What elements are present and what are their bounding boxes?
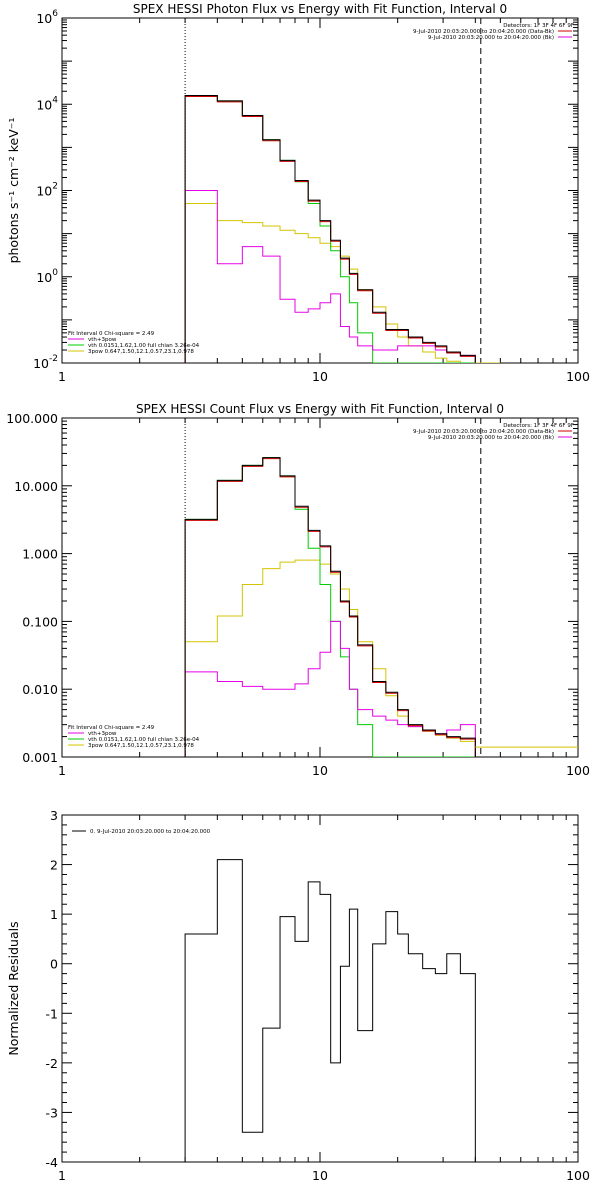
y-tick-label: 0.001: [22, 750, 58, 765]
y-tick-label: -4: [46, 1155, 59, 1170]
y-tick-exponent: 6: [52, 9, 58, 19]
legend-top-entry: Detectors: 1F 3F 4F 6F 9F: [503, 23, 574, 29]
y-tick-label: 10.000: [14, 479, 58, 494]
legend-bottom-entry: vth 0.0151,1.62,1.00 full chian 3.26e-04: [88, 737, 200, 743]
y-tick-label: -2: [46, 1056, 58, 1071]
legend-top-entry: Detectors: 1F 3F 4F 6F 9F: [503, 423, 574, 429]
legend-top-entry: 9-Jul-2010 20:03:20.000 to 20:04:20.000 …: [413, 29, 554, 35]
y-tick-base: 10: [36, 11, 52, 26]
legend-bottom-entry: vth+3pow: [88, 337, 117, 343]
series-background-line: [184, 190, 476, 363]
y-tick-label: 0.100: [22, 614, 58, 629]
y-tick-base: 10: [36, 270, 52, 285]
y-tick-label: 0.010: [22, 682, 58, 697]
y-tick-exponent: 2: [52, 182, 58, 192]
series-total-line: [184, 457, 476, 757]
y-axis-label: photons s⁻¹ cm⁻² keV⁻¹: [6, 118, 21, 264]
legend-bottom-entry: vth+3pow: [88, 731, 117, 737]
y-tick-label: 2: [50, 858, 58, 873]
plot-frame: [61, 417, 579, 758]
chart-title: SPEX HESSI Photon Flux vs Energy with Fi…: [133, 2, 507, 16]
legend-top-entry: 9-Jul-2010 20:03:20.000 to 20:04:20.000 …: [413, 429, 554, 435]
y-tick-base: 10: [33, 356, 49, 371]
y-tick-label: 100.000: [6, 411, 58, 426]
series-total-line: [184, 94, 476, 363]
y-tick-label: 1.000: [22, 547, 58, 562]
legend-bottom-entry: 3pow 0.647,1.50,12.1,0.57,23.1,0.978: [88, 743, 194, 749]
count-flux-panel: 1 10 100 0.001 0.010 0.100 1.000 10.000 100.000 S…: [6, 402, 590, 778]
plot-frame: [61, 814, 579, 1163]
x-tick-label: 1: [58, 763, 66, 778]
series-powerlaw-line: [184, 202, 476, 363]
x-tick-label: 100: [566, 1168, 590, 1183]
y-tick-label: -1: [46, 1006, 58, 1021]
y-tick-label: 104: [36, 95, 58, 112]
y-tick-exponent: 0: [52, 268, 58, 278]
y-tick-label: 100: [36, 268, 58, 285]
y-tick-label: -3: [46, 1105, 58, 1120]
y-tick-base: 10: [36, 97, 52, 112]
plot-area: [184, 457, 578, 757]
legend-top-entry: 9-Jul-2010 20:03:20.000 to 20:04:20.000 …: [428, 435, 554, 441]
plot-area: [184, 94, 501, 363]
series-thermal-line: [184, 457, 476, 757]
x-tick-label: 100: [566, 369, 590, 384]
y-tick-exponent: 4: [52, 95, 58, 105]
series-total-line: [184, 859, 476, 1162]
x-tick-label: 10: [312, 369, 328, 384]
plot-area: [184, 859, 476, 1162]
y-tick-label: 106: [36, 9, 58, 26]
y-tick-label: 3: [50, 808, 58, 823]
x-tick-label: 1: [58, 1168, 66, 1183]
x-tick-label: 1: [58, 369, 66, 384]
legend-bottom-entry: vth 0.0151,1.62,1.00 full chian 3.26e-04: [88, 343, 200, 349]
y-tick-exponent: -2: [49, 354, 58, 364]
plot-frame: [61, 17, 579, 364]
y-axis-label: Normalized Residuals: [6, 921, 21, 1055]
legend-bottom-entry: Fit Interval 0 Chi-square = 2.49: [68, 725, 155, 731]
y-tick-label: 10-2: [33, 354, 58, 371]
legend-top-entry: 0. 9-Jul-2010 20:03:20.000 to 20:04:20.0…: [90, 829, 211, 835]
chart-title: SPEX HESSI Count Flux vs Energy with Fit…: [136, 402, 504, 416]
series-background-line: [184, 620, 476, 757]
x-tick-label: 10: [312, 1168, 328, 1183]
legend-bottom-entry: 3pow 0.647,1.50,12.1,0.57,23.1,0.978: [88, 349, 194, 355]
y-tick-label: 1: [50, 907, 58, 922]
y-tick-label: 102: [36, 182, 58, 199]
x-tick-label: 10: [312, 763, 328, 778]
y-tick-base: 10: [36, 184, 52, 199]
y-tick-label: 0: [50, 957, 58, 972]
legend-bottom-entry: Fit Interval 0 Chi-square = 2.49: [68, 331, 155, 337]
x-tick-label: 100: [566, 763, 590, 778]
legend-top-entry: 9-Jul-2010 20:03:20.000 to 20:04:20.000 …: [428, 35, 554, 41]
